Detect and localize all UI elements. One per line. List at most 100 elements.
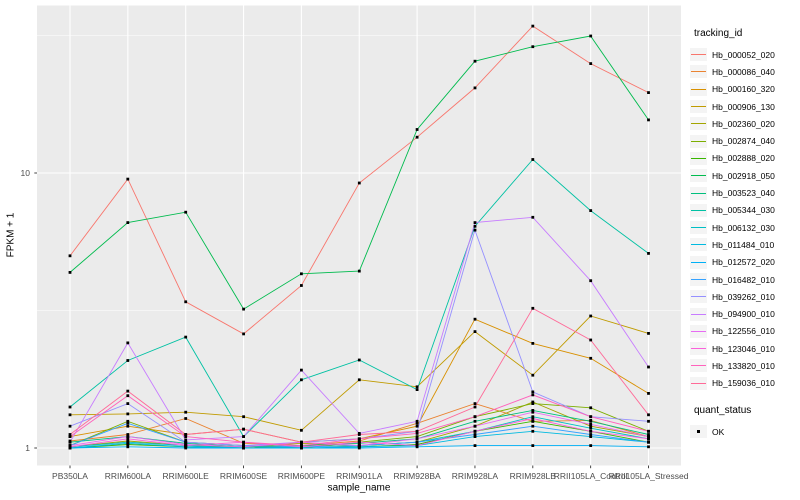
legend-entry-label: Hb_039262_010	[712, 291, 775, 302]
data-point	[415, 440, 419, 444]
data-point	[357, 446, 361, 450]
legend-key-line	[690, 290, 707, 304]
data-point	[68, 433, 72, 436]
data-point	[184, 438, 188, 442]
legend-key-line	[690, 169, 707, 183]
quant-ok-label: OK	[712, 426, 725, 437]
data-point	[647, 433, 650, 436]
data-point	[589, 426, 593, 430]
data-point	[531, 373, 535, 377]
data-point	[473, 419, 477, 423]
legend-entry-Hb_122556_010: Hb_122556_010	[690, 323, 800, 340]
data-point	[647, 118, 650, 122]
data-point	[589, 406, 593, 410]
data-point	[473, 424, 477, 428]
data-point	[300, 444, 303, 447]
legend-key-line	[690, 307, 707, 321]
legend-key-line	[690, 65, 707, 79]
data-point	[473, 435, 477, 438]
x-tick-label-RRIM901LA: RRIM901LA	[336, 471, 383, 481]
data-point	[647, 91, 650, 94]
legend-entry-label: Hb_133820_010	[712, 360, 775, 371]
data-point	[126, 394, 130, 398]
data-point	[415, 135, 419, 139]
legend-key-line	[690, 151, 707, 165]
data-point	[415, 432, 419, 435]
data-point	[531, 429, 535, 433]
data-point	[473, 221, 477, 224]
data-point	[415, 429, 419, 433]
legend-key-line	[690, 100, 707, 114]
series-color-line-icon	[691, 227, 706, 229]
legend-entry-Hb_011484_010: Hb_011484_010	[690, 236, 800, 253]
data-point	[647, 413, 650, 417]
ok-marker-key	[690, 425, 707, 439]
data-point	[68, 440, 72, 444]
data-point	[68, 413, 72, 417]
legend-entry-label: Hb_011484_010	[712, 239, 775, 250]
data-point	[589, 444, 593, 447]
series-color-line-icon	[691, 54, 706, 56]
data-point	[589, 314, 593, 318]
data-point	[68, 254, 72, 258]
data-point	[589, 279, 593, 283]
data-point	[415, 444, 419, 447]
x-tick-label-RRIM600LA: RRIM600LA	[104, 471, 151, 481]
data-point	[357, 378, 361, 382]
legend-entry-Hb_005344_030: Hb_005344_030	[690, 202, 800, 219]
data-point	[531, 400, 535, 404]
series-color-line-icon	[691, 106, 706, 108]
data-point	[531, 410, 535, 414]
data-point	[357, 181, 361, 185]
data-point	[415, 437, 419, 441]
legend-entry-Hb_133820_010: Hb_133820_010	[690, 357, 800, 374]
y-axis-title: FPKM + 1	[5, 212, 17, 258]
data-point	[531, 24, 535, 28]
data-point	[126, 441, 130, 445]
x-axis-title: sample_name	[327, 482, 391, 494]
series-color-line-icon	[691, 382, 706, 384]
data-point	[68, 424, 72, 428]
data-point	[300, 284, 303, 287]
legend-entry-label: Hb_005344_030	[712, 205, 775, 216]
series-color-line-icon	[691, 192, 706, 194]
legend-entry-label: Hb_002888_020	[712, 153, 775, 164]
data-point	[126, 433, 130, 436]
data-point	[242, 427, 245, 431]
black-square-icon	[696, 429, 701, 434]
data-point	[531, 158, 535, 161]
data-point	[68, 445, 72, 449]
data-point	[184, 417, 188, 420]
data-point	[242, 307, 245, 311]
data-point	[126, 389, 130, 393]
legend-entry-label: Hb_000906_130	[712, 101, 775, 112]
legend-key-line	[690, 238, 707, 252]
data-point	[242, 415, 245, 419]
legend-entry-label: Hb_002918_050	[712, 170, 775, 181]
legend-entry-Hb_002888_020: Hb_002888_020	[690, 150, 800, 167]
data-point	[473, 405, 477, 409]
data-point	[531, 45, 535, 49]
data-point	[126, 419, 130, 423]
legend-key-line	[690, 255, 707, 269]
data-point	[473, 433, 477, 436]
legend-entry-label: Hb_012572_020	[712, 257, 775, 268]
data-point	[184, 435, 188, 438]
data-point	[589, 62, 593, 65]
data-point	[647, 365, 650, 369]
legend-entry-label: Hb_122556_010	[712, 326, 775, 337]
series-color-line-icon	[691, 71, 706, 73]
series-color-line-icon	[691, 296, 706, 298]
legend-entry-Hb_002918_050: Hb_002918_050	[690, 167, 800, 184]
x-tick-label-RRIM600SE: RRIM600SE	[219, 471, 268, 481]
data-point	[531, 390, 535, 394]
series-color-line-icon	[691, 261, 706, 263]
data-point	[126, 421, 130, 425]
legend-key-line	[690, 186, 707, 200]
data-point	[126, 437, 130, 441]
legend-key-line	[690, 117, 707, 131]
data-point	[415, 435, 419, 438]
legend-entry-label: Hb_002874_040	[712, 136, 775, 147]
data-point	[357, 437, 361, 441]
data-point	[589, 424, 593, 428]
